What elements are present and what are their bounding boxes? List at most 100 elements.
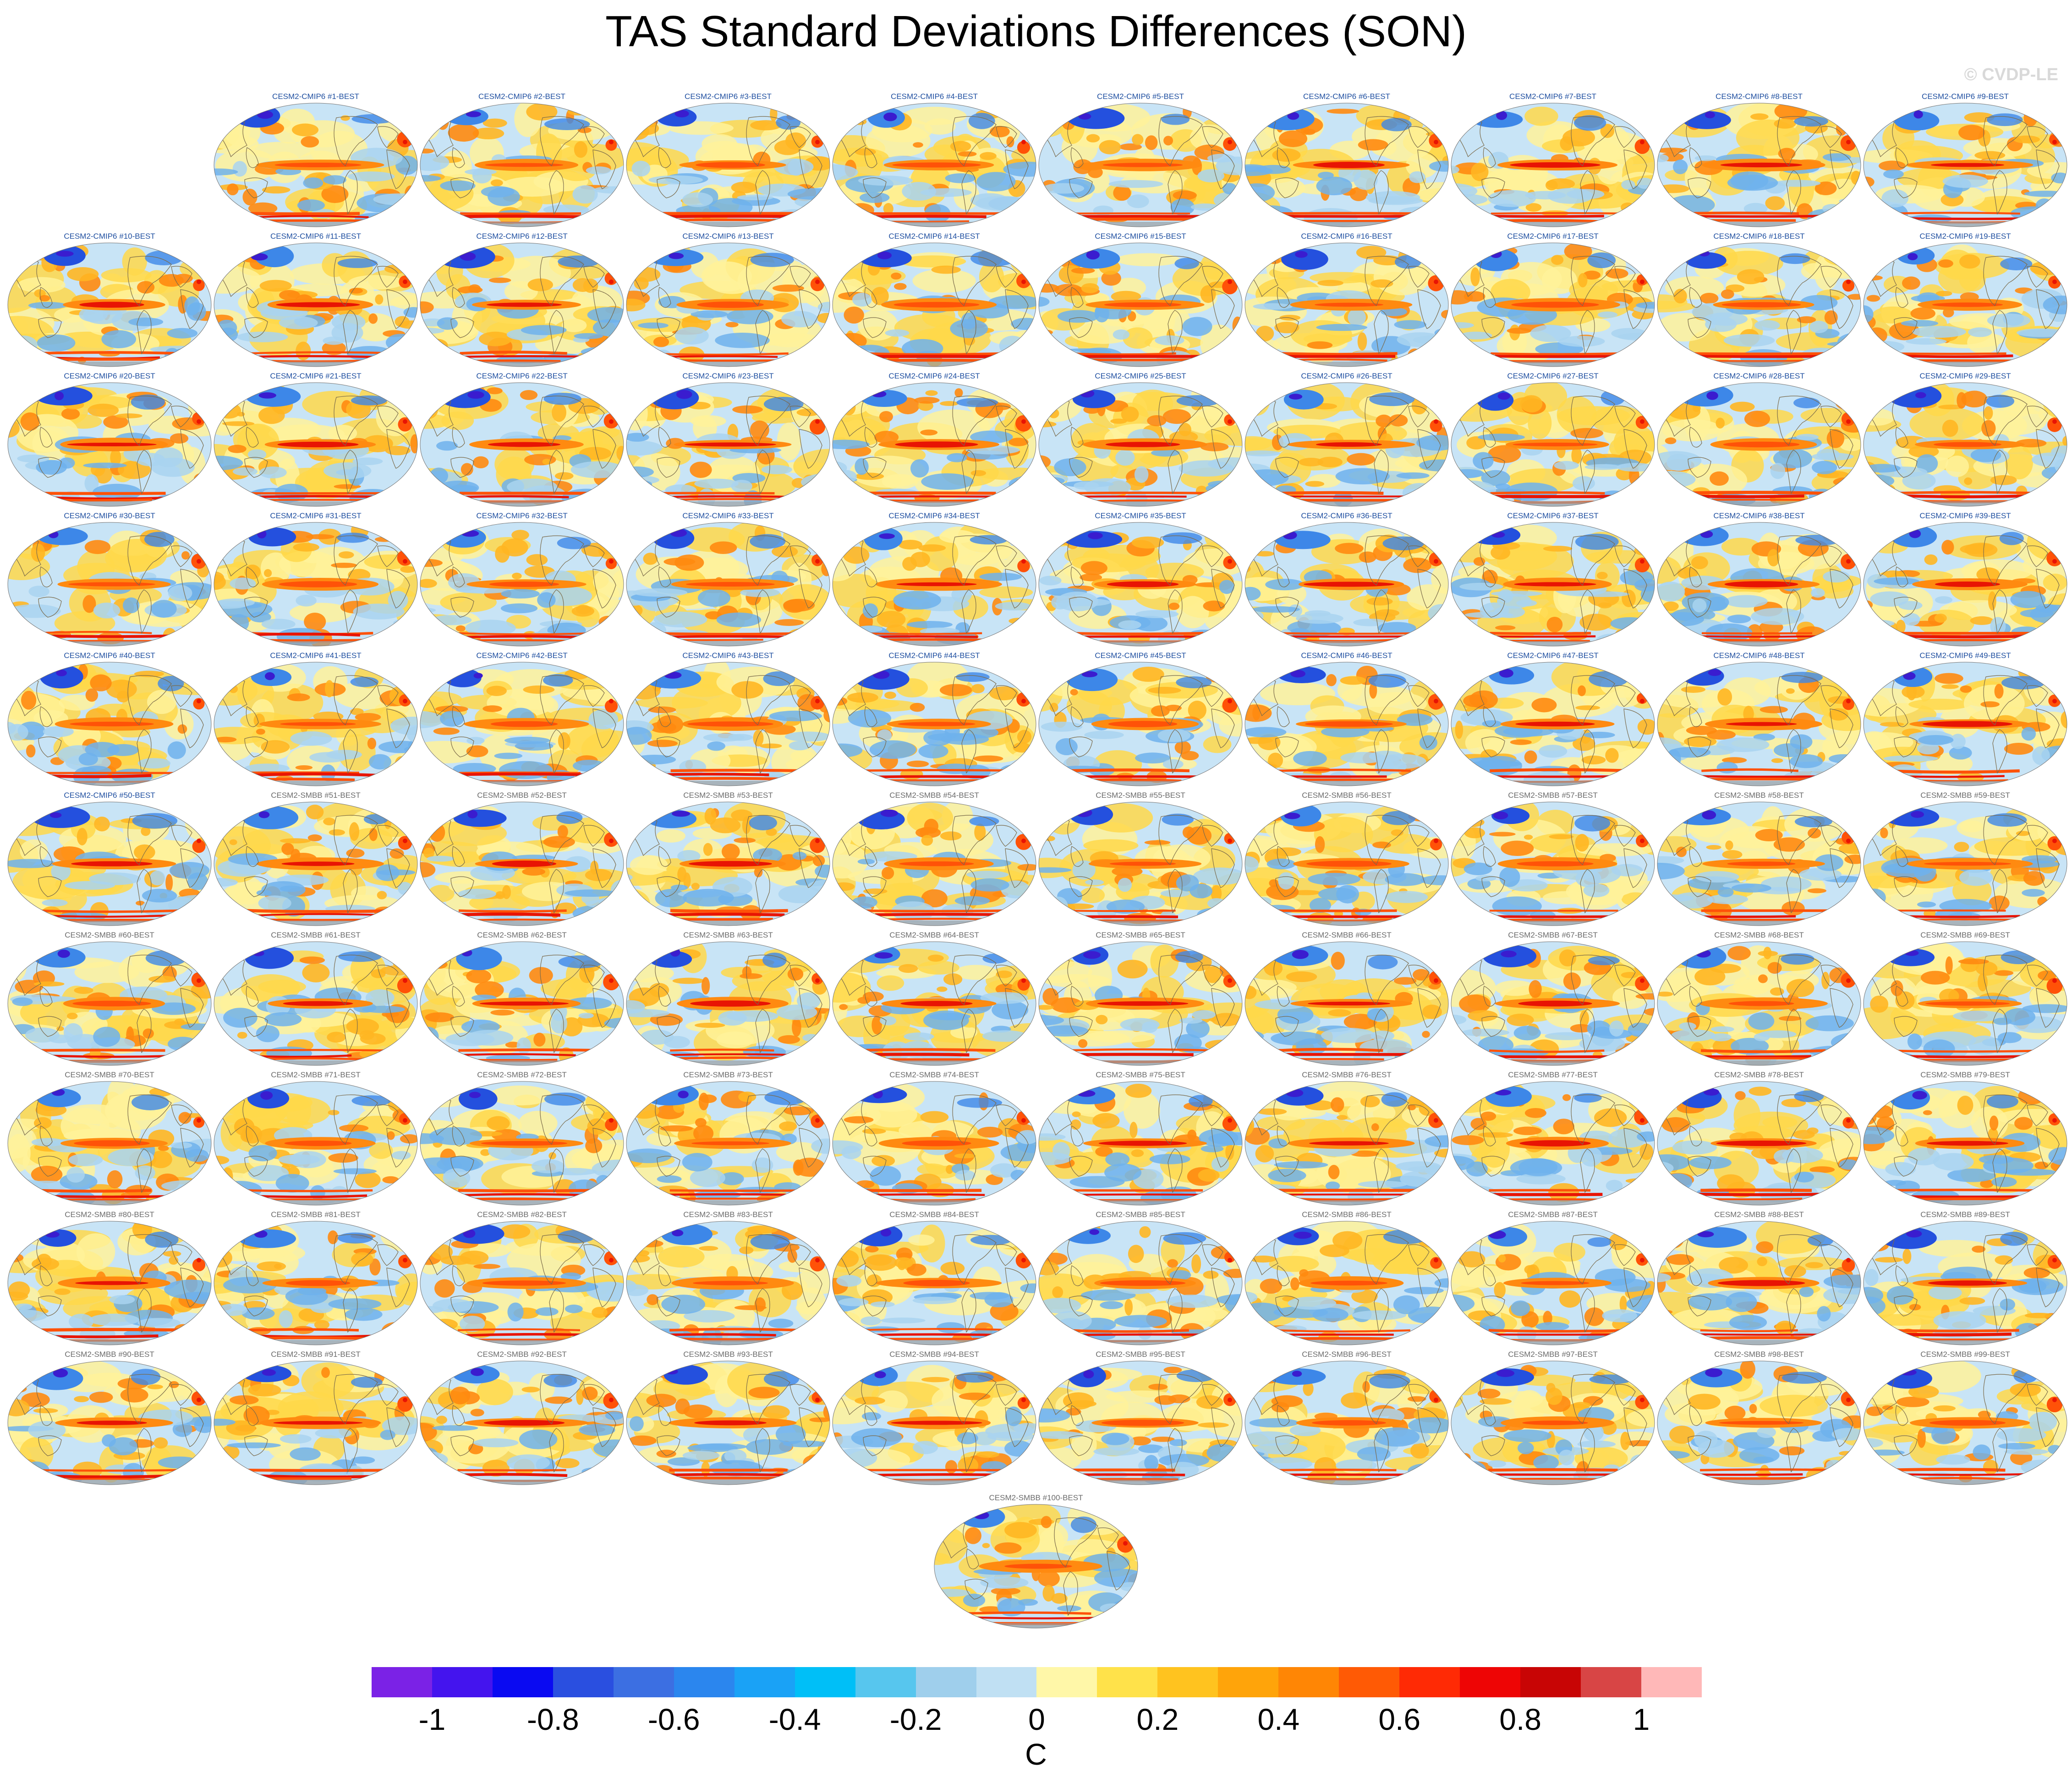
map-panel: CESM2-CMIP6 #1-BEST (213, 92, 419, 229)
map-panel: CESM2-CMIP6 #37-BEST (1450, 511, 1656, 648)
map-panel: CESM2-SMBB #63-BEST (625, 930, 831, 1068)
map-panel: CESM2-SMBB #77-BEST (1450, 1070, 1656, 1207)
world-map (1451, 662, 1655, 786)
world-map (832, 242, 1036, 367)
world-map (214, 522, 418, 647)
panel-title: CESM2-CMIP6 #27-BEST (1507, 372, 1599, 380)
world-map (832, 1361, 1036, 1485)
panel-title: CESM2-SMBB #88-BEST (1714, 1210, 1804, 1219)
world-map (7, 1221, 212, 1345)
map-panel: CESM2-CMIP6 #34-BEST (831, 511, 1037, 648)
colorbar-tick-label: 0.2 (1136, 1702, 1179, 1736)
world-map (1038, 662, 1243, 786)
map-panel: CESM2-SMBB #92-BEST (419, 1350, 625, 1487)
world-map (626, 103, 830, 227)
world-map (832, 1221, 1036, 1345)
map-panel: CESM2-CMIP6 #18-BEST (1656, 231, 1862, 369)
world-map (7, 1361, 212, 1485)
panel-title: CESM2-SMBB #52-BEST (477, 791, 567, 800)
world-map (214, 662, 418, 786)
world-map (420, 662, 624, 786)
world-map (7, 522, 212, 647)
panel-title: CESM2-CMIP6 #42-BEST (476, 651, 568, 660)
colorbar-box (1157, 1667, 1218, 1697)
world-map (1451, 1081, 1655, 1206)
map-panel: CESM2-SMBB #74-BEST (831, 1070, 1037, 1207)
map-panel: CESM2-SMBB #79-BEST (1862, 1070, 2068, 1207)
world-map (7, 801, 212, 926)
map-panel: CESM2-SMBB #94-BEST (831, 1350, 1037, 1487)
panel-title: CESM2-CMIP6 #4-BEST (891, 92, 978, 101)
map-panel: CESM2-SMBB #82-BEST (419, 1210, 625, 1347)
colorbar-tick-label: -0.4 (768, 1702, 821, 1736)
world-map (1244, 522, 1449, 647)
colorbar-box (1218, 1667, 1279, 1697)
world-map (934, 1504, 1138, 1629)
map-panel: CESM2-SMBB #83-BEST (625, 1210, 831, 1347)
panel-title: CESM2-CMIP6 #1-BEST (272, 92, 359, 101)
map-panel: CESM2-CMIP6 #17-BEST (1450, 231, 1656, 369)
map-panel: CESM2-CMIP6 #50-BEST (6, 790, 213, 928)
panel-title: CESM2-CMIP6 #43-BEST (682, 651, 774, 660)
colorbar (372, 1667, 1702, 1697)
colorbar-box (795, 1667, 855, 1697)
map-panel: CESM2-SMBB #99-BEST (1862, 1350, 2068, 1487)
colorbar-box (1097, 1667, 1158, 1697)
colorbar-tick-label: 0.8 (1499, 1702, 1541, 1736)
panel-title: CESM2-SMBB #80-BEST (65, 1210, 154, 1219)
map-panel: CESM2-SMBB #78-BEST (1656, 1070, 1862, 1207)
panel-title: CESM2-CMIP6 #50-BEST (64, 791, 155, 800)
colorbar-box (1339, 1667, 1400, 1697)
panel-title: CESM2-SMBB #55-BEST (1096, 791, 1185, 800)
panel-title: CESM2-CMIP6 #10-BEST (64, 232, 155, 241)
panel-title: CESM2-CMIP6 #36-BEST (1301, 511, 1392, 520)
world-map (1244, 382, 1449, 507)
panel-title: CESM2-SMBB #89-BEST (1920, 1210, 2010, 1219)
world-map (1657, 103, 1861, 227)
panel-title: CESM2-SMBB #84-BEST (889, 1210, 979, 1219)
panel-title: CESM2-SMBB #57-BEST (1508, 791, 1598, 800)
world-map (1657, 1221, 1861, 1345)
panel-title: CESM2-CMIP6 #48-BEST (1713, 651, 1805, 660)
world-map (626, 801, 830, 926)
map-panel: CESM2-SMBB #80-BEST (6, 1210, 213, 1347)
colorbar-tick-labels: -1 -0.8 -0.6 -0.4 -0.2 0 0.2 0.4 0.6 0.8 1 (372, 1702, 1702, 1739)
map-panel: CESM2-CMIP6 #3-BEST (625, 92, 831, 229)
map-panel: CESM2-SMBB #61-BEST (213, 930, 419, 1068)
colorbar-box (1581, 1667, 1642, 1697)
colorbar-box (976, 1667, 1037, 1697)
map-panel: CESM2-CMIP6 #23-BEST (625, 371, 831, 509)
colorbar-box (1278, 1667, 1339, 1697)
map-panel: CESM2-SMBB #53-BEST (625, 790, 831, 928)
colorbar-box (1399, 1667, 1460, 1697)
panel-title: CESM2-SMBB #67-BEST (1508, 931, 1598, 939)
map-panel: CESM2-SMBB #58-BEST (1656, 790, 1862, 928)
panel-title: CESM2-SMBB #99-BEST (1920, 1350, 2010, 1359)
panel-title: CESM2-CMIP6 #7-BEST (1509, 92, 1596, 101)
panel-title: CESM2-CMIP6 #30-BEST (64, 511, 155, 520)
map-panel: CESM2-CMIP6 #43-BEST (625, 651, 831, 788)
map-panel: CESM2-CMIP6 #41-BEST (213, 651, 419, 788)
map-panel: CESM2-SMBB #54-BEST (831, 790, 1037, 928)
panel-title: CESM2-CMIP6 #13-BEST (682, 232, 774, 241)
map-panel: CESM2-CMIP6 #30-BEST (6, 511, 213, 648)
colorbar-tick-label: 0 (1028, 1702, 1045, 1736)
map-panel: CESM2-SMBB #84-BEST (831, 1210, 1037, 1347)
panel-title: CESM2-SMBB #58-BEST (1714, 791, 1804, 800)
map-panel: CESM2-CMIP6 #29-BEST (1862, 371, 2068, 509)
world-map (1863, 522, 2067, 647)
panel-title: CESM2-CMIP6 #21-BEST (270, 372, 362, 380)
panel-title: CESM2-SMBB #95-BEST (1096, 1350, 1185, 1359)
world-map (214, 103, 418, 227)
world-map (420, 1361, 624, 1485)
panel-title: CESM2-SMBB #92-BEST (477, 1350, 567, 1359)
world-map (1244, 1361, 1449, 1485)
map-panel: CESM2-SMBB #52-BEST (419, 790, 625, 928)
panel-title: CESM2-CMIP6 #9-BEST (1922, 92, 2009, 101)
map-panel: CESM2-SMBB #75-BEST (1037, 1070, 1244, 1207)
world-map (1038, 103, 1243, 227)
map-panel: CESM2-CMIP6 #8-BEST (1656, 92, 1862, 229)
world-map (420, 1081, 624, 1206)
colorbar-box (492, 1667, 553, 1697)
panel-title: CESM2-CMIP6 #23-BEST (682, 372, 774, 380)
